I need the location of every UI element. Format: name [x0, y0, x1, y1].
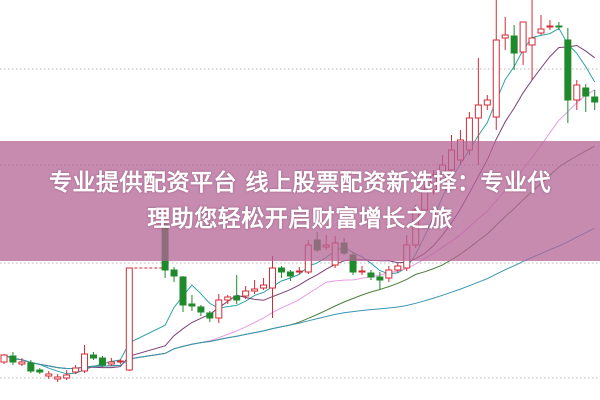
candle-down	[367, 272, 375, 278]
candle-down	[510, 35, 518, 54]
candle-down	[179, 276, 187, 306]
title-line-1: 专业提供配资平台 线上股票配资新选择：专业代	[48, 170, 551, 196]
candle-up	[0, 354, 8, 363]
candle-up	[45, 373, 53, 377]
candle-down	[27, 362, 35, 372]
ma5-line	[3, 27, 596, 375]
candle-down	[9, 355, 17, 363]
candle-up	[528, 37, 536, 46]
candle-down	[591, 96, 599, 103]
title-line-2: 理助您轻松开启财富增长之旅	[147, 206, 453, 232]
candle-up	[54, 376, 62, 380]
candle-up	[483, 99, 491, 106]
candle-up	[358, 270, 366, 273]
candle-up	[224, 296, 232, 301]
candle-down	[206, 312, 214, 319]
candle-down	[98, 357, 106, 366]
ma10-line	[3, 44, 596, 370]
candle-up	[492, 39, 500, 118]
candle-up	[269, 267, 276, 289]
candle-down	[376, 276, 384, 281]
title-banner: 专业提供配资平台 线上股票配资新选择：专业代 理助您轻松开启财富增长之旅	[0, 141, 600, 261]
candle-up	[72, 367, 80, 373]
candle-up	[385, 269, 393, 279]
candle-up	[537, 28, 545, 34]
candle-up	[116, 360, 124, 363]
candle-down	[233, 295, 241, 301]
candle-up	[295, 270, 303, 273]
candle-down	[286, 271, 294, 277]
candle-up	[474, 104, 482, 119]
candle-down	[197, 306, 205, 313]
candle-down	[90, 354, 97, 359]
candle-up	[546, 25, 554, 28]
candle-down	[564, 39, 572, 101]
candle-up	[125, 267, 133, 371]
candle-up	[501, 34, 509, 39]
candle-down	[582, 87, 590, 97]
candle-up	[242, 290, 250, 297]
candle-up	[519, 21, 527, 53]
candle-down	[36, 369, 44, 373]
candle-up	[63, 374, 71, 379]
candle-up	[573, 84, 581, 101]
candle-down	[555, 25, 563, 28]
candle-up	[18, 361, 26, 365]
candle-up	[394, 265, 402, 271]
ma60-line	[3, 227, 595, 370]
candle-down	[277, 267, 285, 273]
candle-up	[215, 299, 223, 319]
candle-up	[81, 353, 89, 372]
candle-down	[188, 303, 196, 307]
candle-up	[251, 288, 259, 292]
candle-down	[170, 269, 178, 277]
candle-up	[107, 361, 115, 365]
candle-up	[260, 284, 268, 289]
